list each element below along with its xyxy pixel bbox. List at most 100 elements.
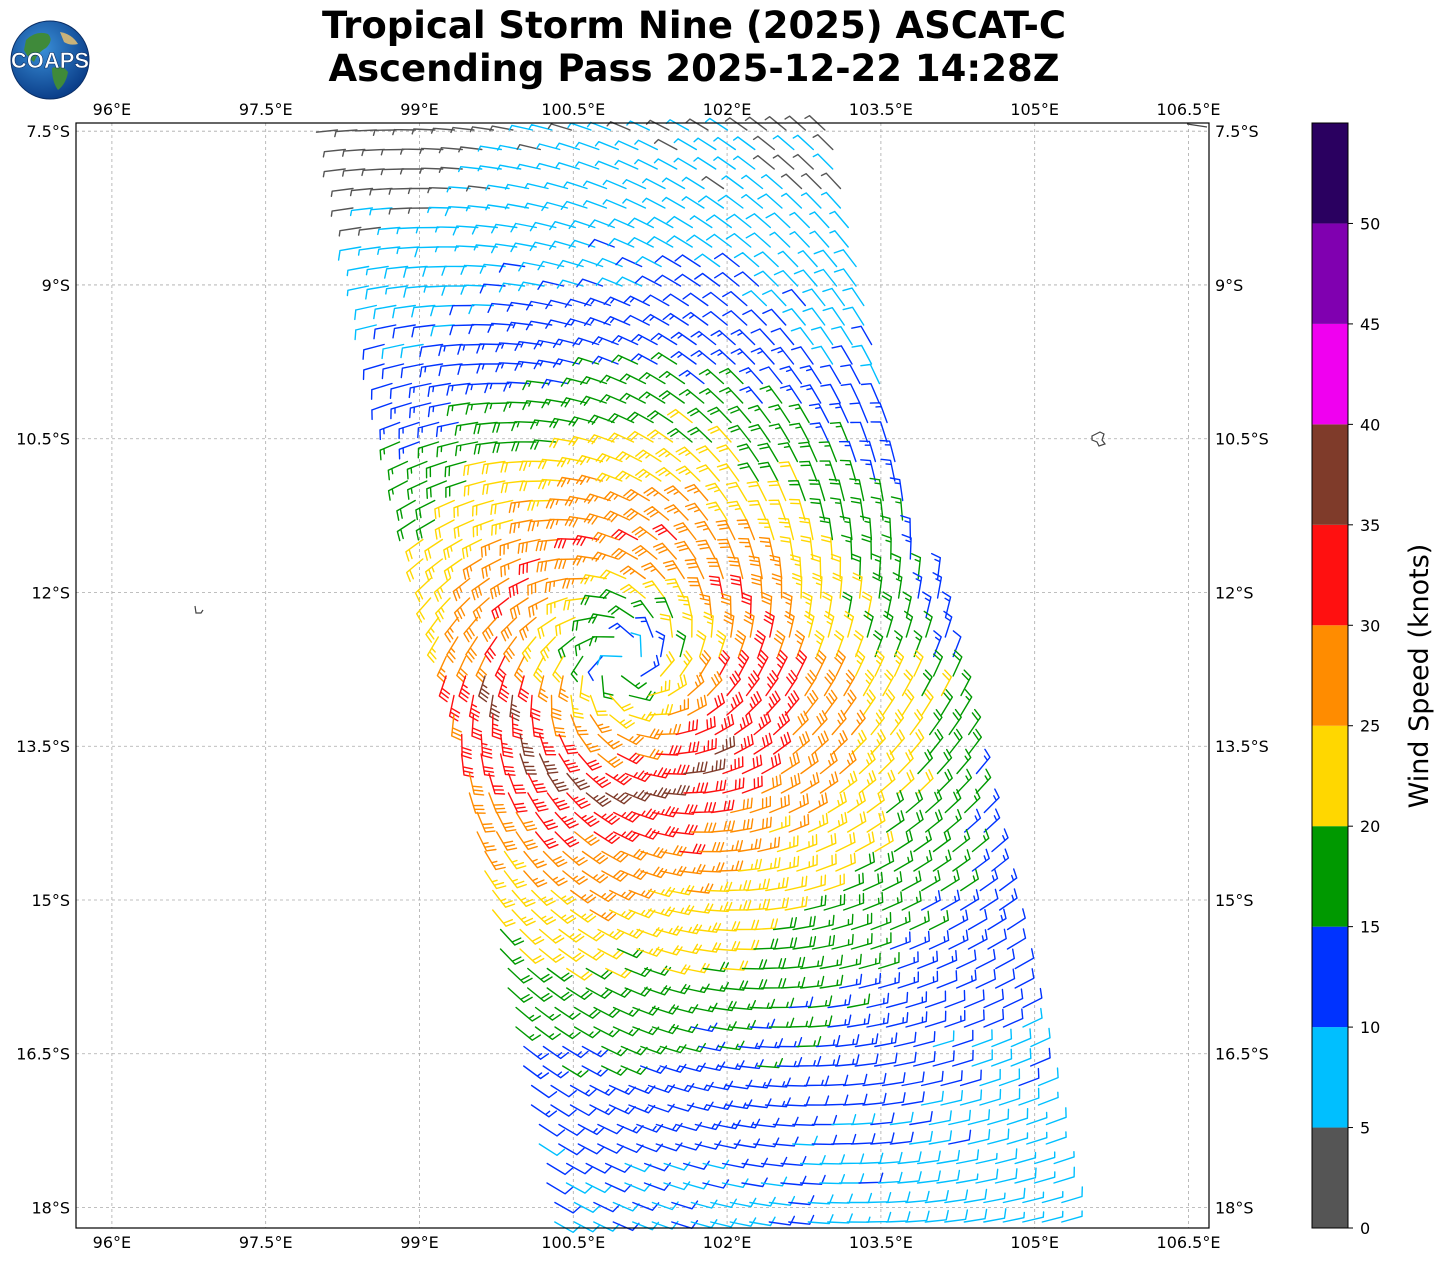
wind-barb: [870, 729, 886, 755]
wind-barb: [338, 226, 362, 237]
wind-barb: [849, 478, 865, 502]
wind-barb: [800, 173, 822, 190]
wind-barb: [928, 910, 949, 931]
wind-barb: [707, 425, 732, 443]
wind-barb: [916, 1170, 941, 1184]
wind-barb: [674, 273, 701, 287]
wind-barb: [650, 332, 678, 346]
wind-barb: [456, 655, 468, 683]
wind-barb: [471, 714, 482, 741]
wind-barb: [776, 1037, 803, 1048]
wind-barb: [564, 298, 592, 308]
wind-barb: [381, 363, 405, 380]
wind-barb: [772, 135, 795, 151]
wind-barb: [589, 714, 612, 734]
wind-barb: [983, 1008, 1005, 1028]
wind-barb: [463, 616, 479, 643]
wind-barb: [870, 709, 885, 736]
wind-barb: [1061, 1186, 1083, 1204]
wind-barb: [642, 294, 670, 307]
wind-barb: [987, 1128, 1010, 1145]
wind-barb: [983, 808, 1001, 833]
wind-barb: [435, 421, 459, 438]
wind-barb: [944, 989, 966, 1009]
wind-barb: [468, 772, 485, 796]
wind-barb: [663, 764, 690, 775]
wind-barb: [780, 173, 803, 190]
wind-barb: [762, 289, 787, 307]
wind-barb: [576, 278, 604, 288]
lon-tick-label-top: 97.5°E: [239, 100, 293, 119]
wind-barb: [693, 137, 717, 151]
wind-barb: [362, 343, 385, 360]
wind-barb: [535, 538, 561, 552]
wind-barb: [808, 403, 830, 424]
wind-barb: [454, 245, 479, 252]
wind-barb: [515, 1006, 541, 1022]
wind-barb: [909, 910, 930, 931]
wind-barb: [901, 534, 912, 560]
wind-barb: [745, 213, 771, 229]
wind-barb: [655, 945, 683, 956]
wind-barb: [408, 382, 432, 399]
wind-barb: [438, 675, 451, 703]
wind-barb: [671, 1220, 699, 1229]
wind-barb: [971, 1049, 993, 1067]
wind-barb: [788, 793, 809, 814]
wind-barb: [599, 394, 627, 404]
wind-barb: [430, 304, 455, 317]
wind-barb: [580, 574, 607, 585]
wind-barb: [752, 155, 775, 170]
wind-barb: [384, 265, 409, 279]
wind-barb: [648, 704, 673, 716]
wind-barb: [568, 220, 596, 230]
wind-barb: [515, 1026, 541, 1041]
wind-barb: [458, 675, 470, 703]
wind-barb: [859, 440, 877, 463]
wind-barb: [558, 928, 585, 943]
wind-barb: [687, 426, 713, 443]
wind-barb: [804, 669, 817, 697]
wind-barb: [701, 176, 725, 190]
wind-barb: [499, 928, 525, 946]
wind-barb: [562, 1045, 589, 1059]
wind-barb: [944, 809, 962, 833]
wind-barb: [616, 752, 644, 765]
wind-barb: [579, 395, 607, 406]
wind-barb: [925, 789, 943, 814]
wind-barb: [390, 402, 412, 420]
wind-barb: [713, 136, 736, 151]
wind-barb: [897, 971, 919, 989]
wind-barb: [406, 558, 424, 582]
wind-barb: [583, 317, 611, 326]
wind-barb: [866, 1192, 892, 1204]
wind-barb: [862, 689, 876, 716]
wind-barb: [679, 843, 706, 855]
wind-barb: [597, 733, 623, 750]
wind-barb: [882, 689, 896, 716]
wind-barb: [541, 201, 569, 212]
wind-barb: [753, 711, 772, 736]
wind-barb: [651, 1201, 679, 1211]
wind-barb: [666, 215, 693, 229]
wind-barb: [873, 630, 884, 658]
lon-tick-label-bottom: 96°E: [93, 1233, 131, 1252]
wind-barb: [638, 372, 666, 385]
wind-barb: [503, 636, 517, 663]
wind-barb: [599, 374, 627, 385]
wind-barb: [733, 734, 754, 755]
wind-barb: [472, 499, 494, 517]
wind-barb: [550, 909, 577, 924]
wind-barb: [622, 198, 647, 209]
wind-barb: [815, 1035, 841, 1048]
wind-barb: [641, 562, 666, 580]
wind-barb: [588, 219, 615, 229]
wind-barb: [741, 1177, 768, 1188]
wind-barb: [750, 347, 775, 365]
wind-barb: [535, 811, 558, 830]
wind-barb: [405, 538, 424, 562]
wind-barb: [870, 421, 888, 443]
wind-barb: [820, 535, 833, 560]
wind-barb: [723, 611, 735, 638]
wind-barb: [802, 288, 826, 307]
